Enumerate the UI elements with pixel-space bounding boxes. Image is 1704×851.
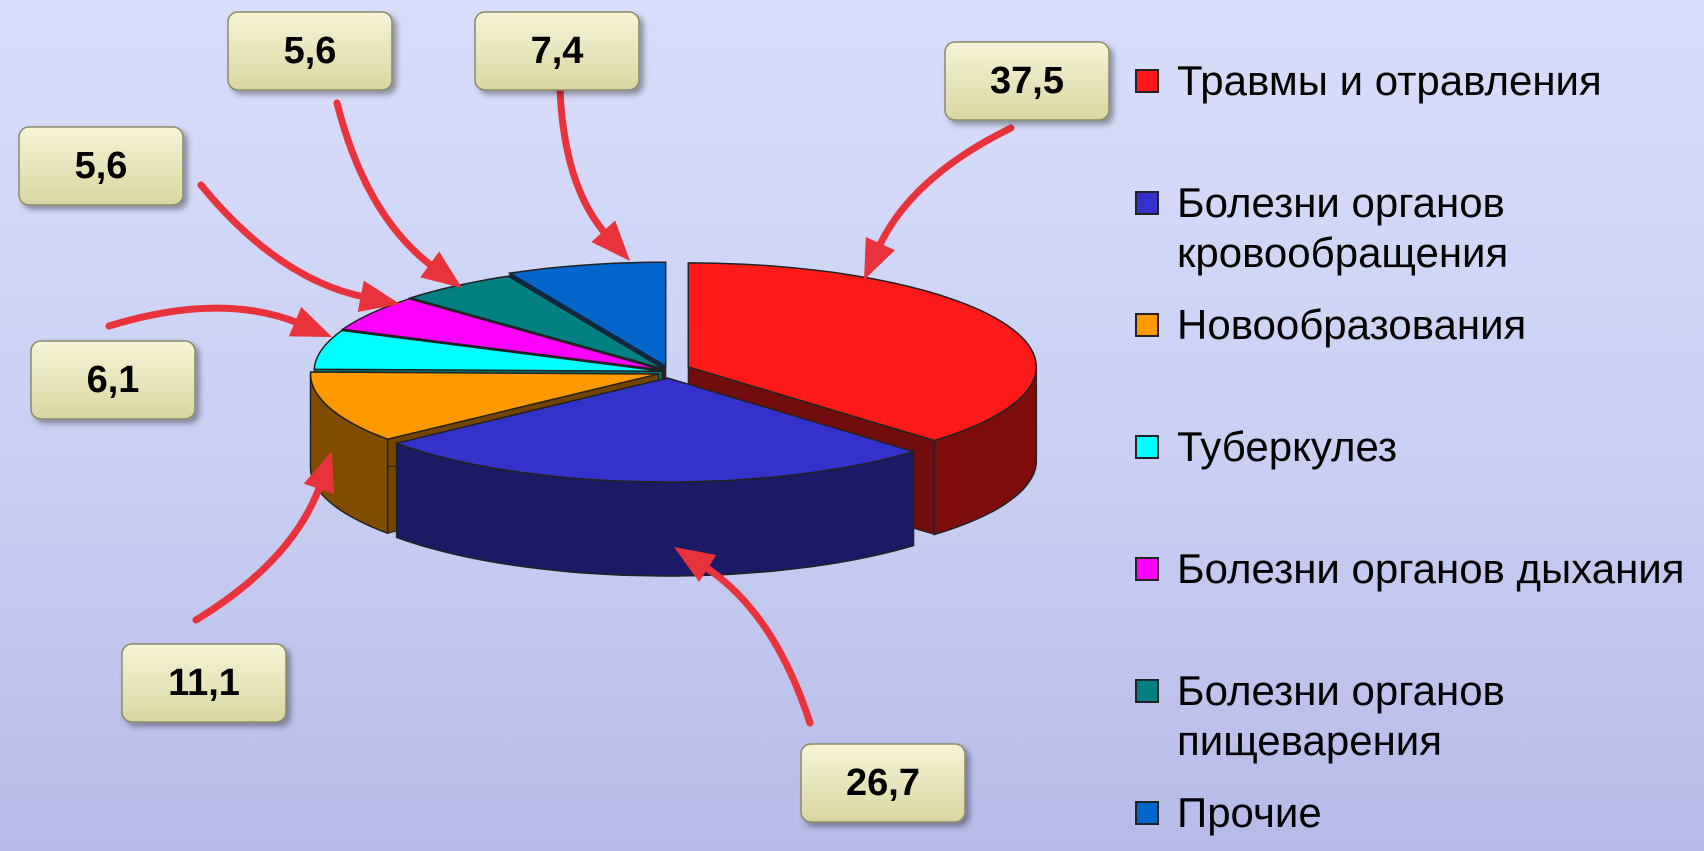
label-box [30,340,196,420]
legend-swatch [1135,69,1159,93]
data-label: 5,6 [75,145,128,187]
legend-item: Туберкулез [1135,422,1704,472]
label-box [121,643,287,723]
legend-swatch [1135,679,1159,703]
slice [340,298,664,371]
chart: 37,5 26,7 11,1 6,1 5,6 5,6 7,4 [18,11,1110,823]
slice [313,329,663,372]
legend-label: Прочие [1177,789,1322,836]
slice [393,377,917,483]
data-label: 5,6 [284,30,337,72]
legend-label: Болезни органов дыхания [1177,545,1685,592]
label-box [18,126,184,206]
slice [309,371,659,440]
arrow [192,479,325,624]
legend-label: Болезни органов пищеварения [1177,667,1505,764]
arrow-head [303,451,335,495]
data-label: 6,1 [87,359,140,401]
arrow-head [357,280,400,313]
legend-item: Болезни органов дыхания [1135,544,1704,594]
data-label: 37,5 [990,60,1064,102]
arrow-head [674,547,717,582]
data-label: 11,1 [168,662,240,704]
legend-label: Новообразования [1177,301,1527,348]
data-label: 26,7 [846,762,920,804]
arrow [556,85,611,240]
legend-item: Болезни органов пищеварения [1135,666,1704,766]
legend: Травмы и отравления Болезни органов крово… [1135,0,1704,851]
arrow [333,99,439,272]
label-box [227,11,393,91]
legend-swatch [1135,191,1159,215]
legend-label: Туберкулез [1177,423,1398,470]
arrow-head [864,236,896,280]
legend-swatch [1135,801,1159,825]
legend-item: Новообразования [1135,300,1704,350]
legend-swatch [1135,557,1159,581]
legend-item: Болезни органов кровообращения [1135,178,1704,278]
arrow-head [591,220,630,261]
legend-item: Травмы и отравления [1135,56,1704,106]
legend-label: Травмы и отравления [1177,57,1602,104]
callouts: 37,5 26,7 11,1 6,1 5,6 5,6 7,4 [18,11,1110,823]
arrow-head [420,251,462,288]
legend-swatch [1135,313,1159,337]
slice [687,262,1038,442]
arrow [874,124,1015,253]
data-label: 7,4 [531,30,584,72]
arrow [197,181,371,301]
label-box [474,11,640,91]
label-box [800,743,966,823]
legend-item: Прочие [1135,788,1704,838]
arrow [105,304,305,330]
arrow-head [288,306,332,337]
label-box [944,41,1110,121]
slice [507,261,667,368]
legend-label: Болезни органов кровообращения [1177,179,1509,276]
legend-swatch [1135,435,1159,459]
arrow [699,561,814,727]
pie-tops [309,261,1038,483]
